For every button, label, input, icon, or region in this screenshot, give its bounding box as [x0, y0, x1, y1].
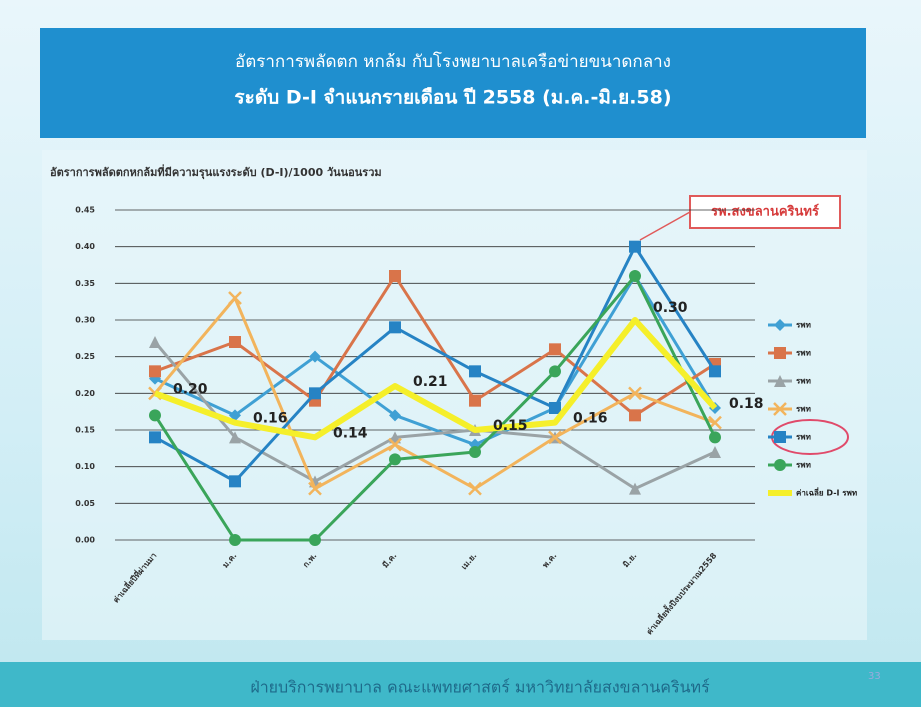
series-line	[153, 274, 717, 542]
point	[389, 270, 401, 282]
point	[629, 482, 641, 495]
legend-marker	[774, 459, 786, 471]
point	[629, 240, 641, 253]
page-number: 33	[868, 671, 881, 682]
y-tick-label: 0.00	[75, 536, 95, 545]
point	[389, 321, 401, 334]
point	[389, 409, 401, 422]
point	[229, 431, 241, 444]
point	[309, 534, 321, 546]
annotation: รพ.สงขลานครินทร์	[711, 204, 819, 220]
annotation-box	[689, 195, 841, 229]
point	[229, 409, 241, 422]
point	[228, 291, 242, 305]
series-line	[153, 341, 716, 491]
y-axis-title: อัตราการพลัดตกหกล้มที่มีความรุนแรงระดับ …	[50, 164, 382, 180]
data-label: 0.21	[413, 374, 448, 390]
legend-label: รพท	[796, 349, 811, 358]
point	[229, 534, 241, 546]
point	[389, 453, 401, 466]
y-tick-label: 0.40	[75, 242, 95, 251]
point	[309, 387, 321, 400]
y-tick-label: 0.25	[75, 352, 95, 361]
point	[709, 365, 721, 378]
point	[229, 475, 241, 488]
legend-label: รพท	[796, 377, 811, 386]
point	[308, 481, 322, 496]
point	[388, 437, 402, 452]
data-label: 0.18	[729, 396, 764, 412]
legend-marker	[774, 319, 786, 331]
legend-label: รพท	[796, 321, 811, 330]
series-line	[153, 317, 718, 441]
y-tick-label: 0.10	[75, 462, 95, 471]
footer: ฝ่ายบริการพยาบาล คณะแพทยศาสตร์ มหาวิทยาล…	[250, 678, 710, 697]
y-tick-label: 0.30	[75, 316, 95, 325]
data-label: 0.15	[493, 418, 528, 434]
series-line	[154, 274, 716, 417]
series-line	[154, 245, 717, 483]
point	[629, 409, 641, 422]
point	[709, 431, 721, 444]
data-label: 0.30	[653, 300, 688, 316]
legend-label: รพท	[796, 405, 811, 414]
y-tick-label: 0.20	[75, 389, 95, 398]
legend-label: รพท	[796, 461, 811, 470]
subtitle: ระดับ D-I จำแนกรายเดือน ปี 2558 (ม.ค.-มิ…	[234, 87, 671, 109]
legend-marker	[774, 375, 786, 387]
data-label: 0.14	[333, 425, 368, 441]
point	[469, 446, 481, 458]
point	[469, 394, 481, 407]
chart-area	[42, 150, 867, 640]
y-tick-label: 0.05	[75, 499, 95, 508]
title-box	[40, 28, 866, 138]
data-label: 0.16	[573, 411, 608, 427]
title: อัตราการพลัดตก หกล้ม กับโรงพยาบาลเครือข่…	[235, 51, 671, 72]
point	[149, 336, 161, 348]
point	[549, 365, 561, 378]
point	[229, 336, 241, 348]
y-tick-label: 0.15	[75, 426, 95, 435]
legend-label: รพท	[796, 433, 811, 442]
series-line	[154, 274, 717, 447]
point	[149, 365, 161, 378]
point	[548, 430, 562, 445]
point	[628, 386, 642, 401]
point	[469, 365, 481, 378]
legend-marker	[774, 347, 786, 359]
data-label: 0.16	[253, 411, 288, 427]
point	[629, 270, 641, 282]
point	[549, 343, 561, 356]
data-label: 0.20	[173, 381, 208, 397]
legend-marker	[773, 402, 787, 416]
footer-bar	[0, 662, 921, 707]
y-tick-label: 0.45	[75, 206, 95, 215]
point	[149, 431, 161, 444]
point	[549, 402, 561, 414]
series-line	[153, 296, 716, 491]
legend-label: ค่าเฉลี่ย D-I รพท	[796, 487, 857, 498]
point	[309, 350, 321, 363]
point	[149, 409, 161, 422]
point	[468, 481, 482, 496]
legend-marker	[774, 431, 786, 443]
annotation-pointer	[639, 211, 691, 241]
y-tick-label: 0.35	[75, 279, 95, 288]
point	[709, 446, 721, 458]
